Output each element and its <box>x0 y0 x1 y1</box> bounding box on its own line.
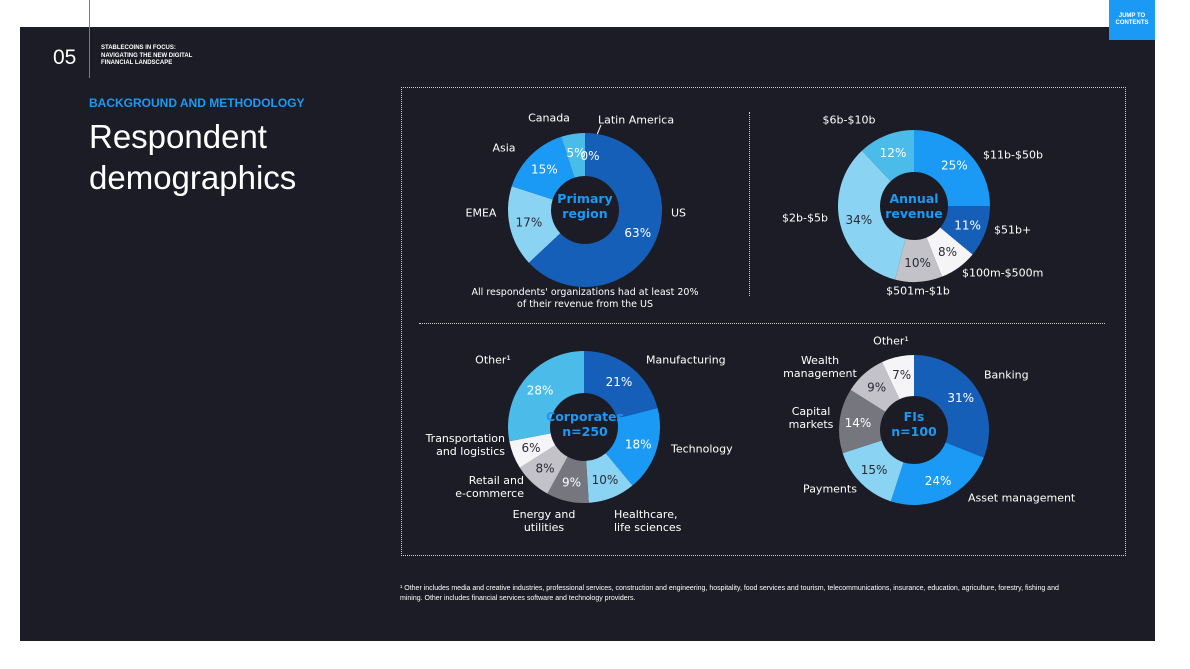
doc-title-line: STABLECOINS IN FOCUS: <box>101 45 176 51</box>
footnote-line: ¹ Other includes media and creative indu… <box>400 585 1059 592</box>
slice-label: Wealth management <box>783 354 857 380</box>
doc-title-line: FINANCIAL LANDSCAPE <box>101 60 173 66</box>
slice-percent-label: 28% <box>527 384 554 398</box>
slice-percent-label: 21% <box>606 375 633 389</box>
slice-percent-label: 10% <box>904 256 931 270</box>
slice-label: $100m-$500m <box>962 266 1044 280</box>
slice-label: Capital markets <box>788 405 834 431</box>
slice-label: $501m-$1b <box>886 284 950 298</box>
slice-percent-label: 15% <box>861 463 888 477</box>
donut-slice <box>882 355 914 400</box>
donut-slice <box>861 130 914 182</box>
jump-to-contents-button[interactable]: JUMP TO CONTENTS <box>1109 0 1155 40</box>
doc-title-line: NAVIGATING THE NEW DIGITAL <box>101 52 193 59</box>
slice-percent-label: 8% <box>535 462 554 476</box>
donut-slice <box>519 445 568 494</box>
donut-slice <box>508 186 561 263</box>
slice-label: Manufacturing <box>646 353 726 367</box>
slice-percent-label: 31% <box>947 391 974 405</box>
slice-label: Asset management <box>968 491 1076 505</box>
donut-slice <box>586 453 633 503</box>
slice-label: Other¹ <box>873 334 909 348</box>
jump-label: JUMP TO <box>1118 13 1146 19</box>
vertical-divider <box>749 112 750 296</box>
slice-label-asia: Asia <box>492 141 516 155</box>
donut-slice <box>890 442 984 505</box>
slice-label: Energy and utilities <box>512 508 576 534</box>
page-title: Respondent demographics <box>89 116 296 198</box>
slice-percent-label: 25% <box>941 159 968 173</box>
chart-center-title: FIs n=100 <box>891 409 937 439</box>
section-label: BACKGROUND AND METHODOLOGY <box>89 96 305 110</box>
slice-label-latin-america: Latin America <box>598 113 675 127</box>
donut-slice <box>838 150 906 280</box>
slice-label: $2b-$5b <box>782 211 828 225</box>
slice-label: Healthcare, life sciences <box>614 508 682 534</box>
page-number: 05 <box>53 46 77 69</box>
slice-percent-label: 9% <box>867 381 886 395</box>
slice-percent-label: 63% <box>624 226 651 240</box>
slice-percent-label: 17% <box>516 216 543 230</box>
donut-slice <box>547 456 589 503</box>
chart-center-title: Annual revenue <box>885 191 943 221</box>
slice-percent-label: 24% <box>925 474 952 488</box>
slice-label: $6b-$10b <box>822 113 876 127</box>
slice-percent-label: 18% <box>625 438 652 452</box>
donut-slice <box>940 206 990 255</box>
donut-slice <box>839 389 886 454</box>
horizontal-divider <box>419 323 1105 324</box>
header-divider <box>89 0 90 78</box>
slice-percent-label: 6% <box>521 441 540 455</box>
donut-slice <box>509 433 556 468</box>
donut-slice <box>895 237 942 282</box>
slice-label: Payments <box>803 482 857 496</box>
slice-percent-label: 10% <box>592 473 619 487</box>
donut-slice <box>605 408 660 486</box>
donut-slice <box>507 350 584 442</box>
slice-percent-label: 8% <box>938 245 957 259</box>
slice-percent-label: 34% <box>845 213 872 227</box>
charts-frame <box>401 87 1126 556</box>
slice-percent-label: 0% <box>580 149 599 163</box>
page-title-line: demographics <box>89 159 297 196</box>
slice-label-us: US <box>671 206 687 220</box>
slice-percent-label: 11% <box>954 218 981 232</box>
slice-label: Transportation and logistics <box>425 432 505 458</box>
slice-label: Other¹ <box>475 353 511 367</box>
donut-slice <box>584 351 658 419</box>
donut-slice <box>926 227 973 277</box>
slice-label: Technology <box>671 442 733 456</box>
slice-percent-label: 12% <box>880 146 907 160</box>
document-title: STABLECOINS IN FOCUS: NAVIGATING THE NEW… <box>101 45 192 68</box>
donut-slice <box>561 133 585 178</box>
slide-panel <box>20 27 1155 641</box>
donut-slice <box>914 355 989 458</box>
chart-note: All respondents' organizations had at le… <box>471 287 699 310</box>
slice-label-canada: Canada <box>528 111 570 125</box>
slice-label: Retail and e-commerce <box>455 474 524 500</box>
donut-slice <box>914 130 990 206</box>
slice-label: $51b+ <box>994 223 1032 237</box>
slice-label: $11b-$50b <box>983 148 1043 162</box>
slice-percent-label: 7% <box>892 368 911 382</box>
slice-label: Banking <box>984 368 1029 382</box>
slice-percent-label: 5% <box>566 146 585 160</box>
donut-slice <box>528 133 663 287</box>
footnote-line: mining. Other includes financial service… <box>400 594 636 602</box>
page-title-line: Respondent <box>89 118 267 155</box>
footnote: ¹ Other includes media and creative indu… <box>400 584 1120 603</box>
chart-center-title: Corporates n=250 <box>546 409 624 439</box>
donut-slice <box>511 136 575 200</box>
jump-label: CONTENTS <box>1115 20 1149 26</box>
chart-center-title: Primary region <box>557 191 613 221</box>
slice-percent-label: 14% <box>845 416 872 430</box>
slice-label-emea: EMEA <box>465 206 497 220</box>
donut-slice <box>842 440 904 502</box>
slice-percent-label: 9% <box>562 476 581 490</box>
slice-percent-label: 15% <box>531 162 558 176</box>
donut-slice <box>850 362 900 412</box>
